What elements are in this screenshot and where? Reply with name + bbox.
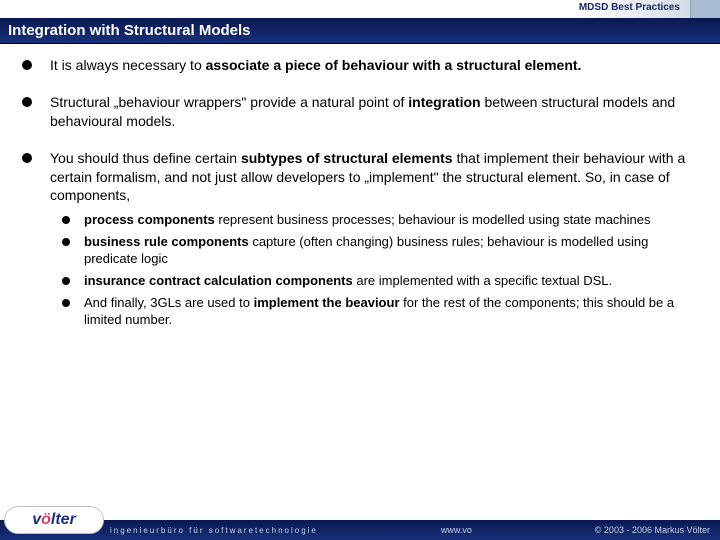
bullet-item: You should thus define certain subtypes … <box>22 149 704 333</box>
sub-bullet-item: insurance contract calculation component… <box>62 272 704 290</box>
header-decor <box>690 0 720 18</box>
sub-bullet-text: And finally, 3GLs are used to implement … <box>84 294 704 329</box>
sub-bullet-dot-icon <box>62 299 70 307</box>
sub-bullet-text: process components represent business pr… <box>84 211 651 229</box>
sub-bullet-text: business rule components capture (often … <box>84 233 704 268</box>
bullet-text: It is always necessary to associate a pi… <box>50 56 581 75</box>
bullet-dot-icon <box>22 60 32 70</box>
sub-bullet-dot-icon <box>62 238 70 246</box>
logo-text: völter <box>32 511 76 529</box>
sub-bullet-item: business rule components capture (often … <box>62 233 704 268</box>
bullet-item: It is always necessary to associate a pi… <box>22 56 704 75</box>
footer-bar: ingenieurbüro für softwaretechnologie ww… <box>0 520 720 540</box>
logo: völter <box>4 506 104 534</box>
header-label: MDSD Best Practices <box>579 2 680 13</box>
bullet-item: Structural „behaviour wrappers" provide … <box>22 93 704 131</box>
sub-bullet-text: insurance contract calculation component… <box>84 272 612 290</box>
title-bar: Integration with Structural Models <box>0 18 720 44</box>
footer-copyright: © 2003 - 2006 Markus Völter <box>595 525 710 535</box>
sub-bullet-item: process components represent business pr… <box>62 211 704 229</box>
footer-url: www.vo <box>441 525 472 535</box>
sub-bullet-dot-icon <box>62 216 70 224</box>
bullet-text: You should thus define certain subtypes … <box>50 149 704 333</box>
bullet-dot-icon <box>22 97 32 107</box>
sub-list: process components represent business pr… <box>50 211 704 328</box>
content-area: It is always necessary to associate a pi… <box>22 56 704 510</box>
sub-bullet-item: And finally, 3GLs are used to implement … <box>62 294 704 329</box>
sub-bullet-dot-icon <box>62 277 70 285</box>
footer-tagline: ingenieurbüro für softwaretechnologie <box>110 526 318 535</box>
slide-title: Integration with Structural Models <box>8 22 251 39</box>
bullet-text: Structural „behaviour wrappers" provide … <box>50 93 704 131</box>
header-band: MDSD Best Practices <box>0 0 720 18</box>
bullet-dot-icon <box>22 153 32 163</box>
